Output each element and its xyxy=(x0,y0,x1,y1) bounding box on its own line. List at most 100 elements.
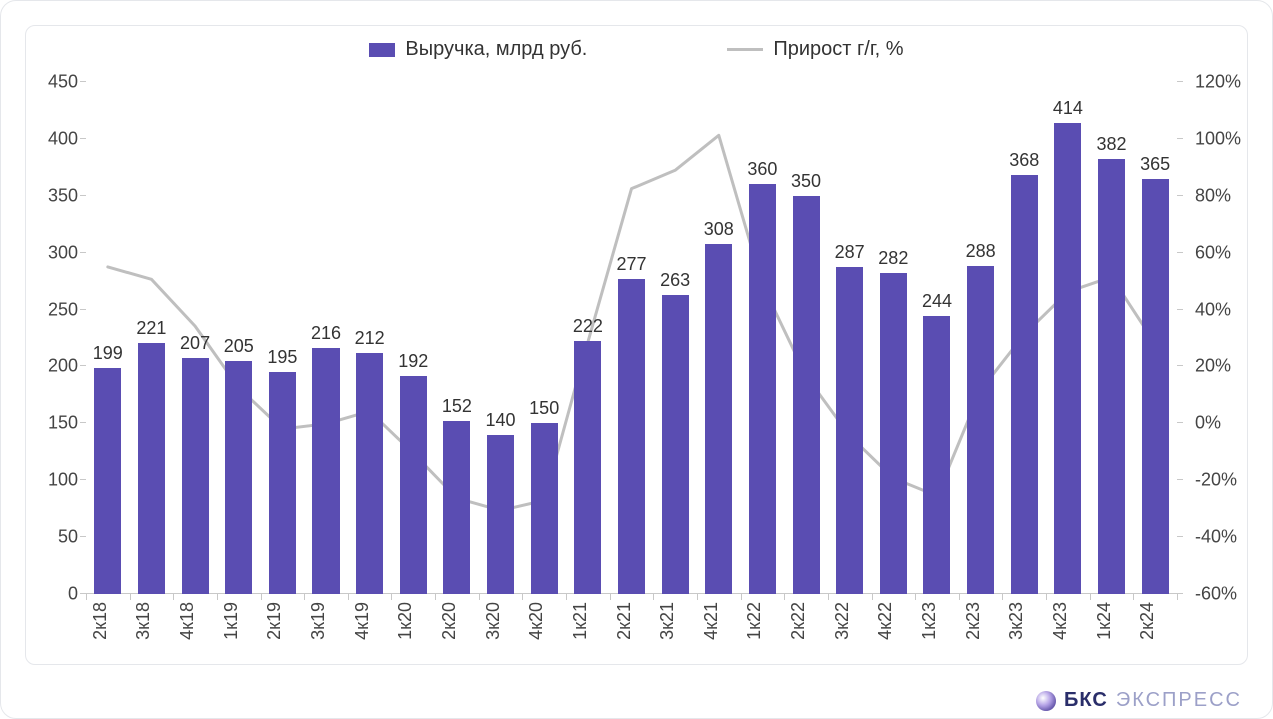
y-right-tick-label: 120% xyxy=(1195,72,1255,93)
x-axis: 2к183к184к181к192к193к194к191к202к203к20… xyxy=(86,594,1177,664)
legend-label-line: Прирост г/г, % xyxy=(773,38,903,61)
bar-value-label: 140 xyxy=(479,410,523,431)
bar-value-label: 244 xyxy=(915,291,959,312)
bar-value-label: 212 xyxy=(348,328,392,349)
bar xyxy=(487,435,514,594)
bar-value-label: 282 xyxy=(872,248,916,269)
y-right-tick-label: -40% xyxy=(1195,527,1255,548)
bar xyxy=(793,196,820,594)
y-right-tick-label: 0% xyxy=(1195,413,1255,434)
y-right-tick-mark xyxy=(1177,138,1183,139)
bar xyxy=(749,184,776,594)
bar xyxy=(574,341,601,594)
bar xyxy=(923,316,950,594)
y-right-tick-label: -60% xyxy=(1195,584,1255,605)
brand-name-bold: БКС xyxy=(1064,689,1108,712)
y-left-tick-mark xyxy=(80,81,86,82)
brand-logo-icon xyxy=(1036,691,1056,711)
y-left-tick-label: 450 xyxy=(26,72,78,93)
bar xyxy=(356,353,383,594)
y-left-tick-mark xyxy=(80,195,86,196)
y-left-tick-mark xyxy=(80,252,86,253)
legend-swatch-line xyxy=(727,48,763,51)
y-right-tick-label: 100% xyxy=(1195,128,1255,149)
bar-value-label: 287 xyxy=(828,242,872,263)
y-left-tick-mark xyxy=(80,479,86,480)
x-tick-label: 2к24 xyxy=(1137,602,1189,640)
bar-value-label: 414 xyxy=(1046,98,1090,119)
bar xyxy=(531,423,558,594)
y-left-tick-mark xyxy=(80,365,86,366)
y-left-tick-label: 400 xyxy=(26,128,78,149)
bar xyxy=(182,358,209,594)
bar-value-label: 288 xyxy=(959,241,1003,262)
y-right-tick-label: 40% xyxy=(1195,299,1255,320)
bar xyxy=(662,295,689,594)
bar xyxy=(1011,175,1038,594)
bar-value-label: 199 xyxy=(86,343,130,364)
y-left-tick-label: 50 xyxy=(26,527,78,548)
y-right-tick-mark xyxy=(1177,195,1183,196)
y-right-tick-label: 20% xyxy=(1195,356,1255,377)
bar-value-label: 308 xyxy=(697,219,741,240)
legend-swatch-bars xyxy=(369,43,395,57)
y-right-tick-mark xyxy=(1177,422,1183,423)
bar-value-label: 222 xyxy=(566,316,610,337)
bar xyxy=(94,368,121,594)
y-axis-left: 050100150200250300350400450 xyxy=(26,82,86,594)
bar-value-label: 277 xyxy=(610,254,654,275)
y-right-tick-mark xyxy=(1177,365,1183,366)
x-tick-mark xyxy=(1177,594,1178,600)
bar xyxy=(312,348,339,594)
bar-value-label: 263 xyxy=(653,270,697,291)
bar-value-label: 350 xyxy=(784,171,828,192)
bar xyxy=(836,267,863,594)
y-left-tick-label: 150 xyxy=(26,413,78,434)
bar-value-label: 368 xyxy=(1002,150,1046,171)
y-right-tick-mark xyxy=(1177,252,1183,253)
y-left-tick-mark xyxy=(80,422,86,423)
bar xyxy=(880,273,907,594)
y-right-tick-mark xyxy=(1177,479,1183,480)
legend-item-line: Прирост г/г, % xyxy=(727,38,903,61)
brand-name-light: ЭКСПРЕСС xyxy=(1116,689,1242,712)
bar-value-label: 150 xyxy=(522,398,566,419)
brand-logo-text: БКС ЭКСПРЕСС xyxy=(1036,689,1242,712)
bar xyxy=(705,244,732,594)
bar xyxy=(618,279,645,594)
bar-value-label: 205 xyxy=(217,336,261,357)
bar-value-label: 216 xyxy=(304,323,348,344)
bar xyxy=(443,421,470,594)
y-right-tick-label: 60% xyxy=(1195,242,1255,263)
legend-label-bars: Выручка, млрд руб. xyxy=(405,38,587,61)
bar-value-label: 360 xyxy=(741,159,785,180)
bar-value-label: 207 xyxy=(173,333,217,354)
y-left-tick-label: 350 xyxy=(26,185,78,206)
chart-container: Выручка, млрд руб. Прирост г/г, % 0 50 100… xyxy=(25,25,1248,665)
bar xyxy=(1054,123,1081,594)
y-right-tick-label: -20% xyxy=(1195,470,1255,491)
bar xyxy=(138,343,165,594)
bar-value-label: 195 xyxy=(261,347,305,368)
y-right-tick-label: 80% xyxy=(1195,185,1255,206)
bar xyxy=(225,361,252,594)
bar-value-label: 382 xyxy=(1090,134,1134,155)
legend-item-bars: Выручка, млрд руб. xyxy=(369,38,587,61)
y-axis-right: -60%-40%-20%0%20%40%60%80%100%120% xyxy=(1187,82,1247,594)
legend: Выручка, млрд руб. Прирост г/г, % xyxy=(26,38,1247,61)
bar-value-label: 192 xyxy=(391,351,435,372)
card: Выручка, млрд руб. Прирост г/г, % 0 50 100… xyxy=(0,0,1273,719)
y-right-tick-mark xyxy=(1177,536,1183,537)
y-left-tick-label: 300 xyxy=(26,242,78,263)
bar xyxy=(967,266,994,594)
bar-value-label: 365 xyxy=(1133,154,1177,175)
y-left-tick-mark xyxy=(80,138,86,139)
bar xyxy=(269,372,296,594)
y-left-tick-label: 0 xyxy=(26,584,78,605)
bar-value-label: 221 xyxy=(130,318,174,339)
bar xyxy=(1098,159,1125,594)
y-left-tick-label: 250 xyxy=(26,299,78,320)
y-left-tick-label: 200 xyxy=(26,356,78,377)
bar-value-label: 152 xyxy=(435,396,479,417)
y-left-tick-label: 100 xyxy=(26,470,78,491)
